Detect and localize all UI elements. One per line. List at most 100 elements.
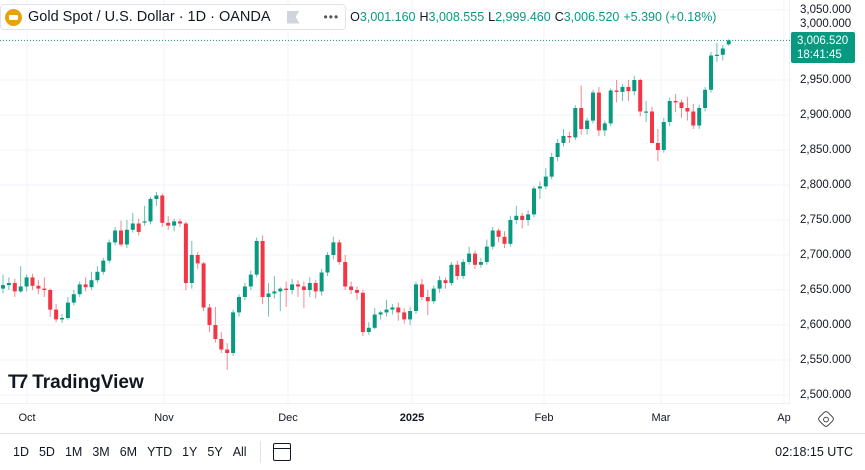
range-button-1m[interactable]: 1M (64, 445, 83, 459)
candle-body (585, 120, 590, 129)
candle (667, 97, 672, 127)
candle (673, 94, 678, 113)
candle-body (355, 290, 359, 293)
candle-body (154, 195, 159, 199)
range-button-ytd[interactable]: YTD (147, 445, 173, 459)
range-button-3m[interactable]: 3M (92, 445, 110, 459)
candle (272, 276, 277, 299)
range-button-6m[interactable]: 6M (119, 445, 138, 459)
candle (419, 278, 424, 300)
candle (284, 281, 289, 307)
candle (626, 80, 631, 101)
candle-body (402, 312, 407, 320)
range-button-5y[interactable]: 5Y (207, 445, 223, 459)
candle-body (136, 223, 141, 232)
candle-body (278, 288, 283, 292)
candle-body (526, 214, 531, 220)
price-tick-label: 3,050.000 (800, 4, 852, 16)
time-tick-label: 2025 (399, 412, 425, 424)
candle-body (425, 297, 430, 302)
candle (526, 210, 531, 226)
candle (237, 294, 241, 317)
candle-body (437, 280, 442, 289)
candle-body (77, 284, 82, 295)
candle-body (325, 255, 330, 273)
candle-body (225, 349, 230, 353)
candle-body (449, 264, 454, 283)
candle (48, 288, 53, 317)
candle (461, 259, 466, 279)
candle (573, 105, 578, 141)
candle (166, 215, 171, 230)
time-axis[interactable]: Oct Nov Dec 2025 Feb Mar Ap (0, 404, 865, 432)
candle-body (614, 90, 619, 92)
go-to-date-calendar-icon[interactable] (272, 443, 291, 461)
price-tick-label: 2,650.000 (800, 284, 852, 296)
candle-body (467, 253, 472, 262)
more-options-icon[interactable]: ••• (323, 10, 340, 24)
candle (620, 84, 625, 101)
candle-body (632, 80, 637, 92)
candle (443, 277, 448, 289)
candle (596, 87, 601, 136)
candle-body (89, 280, 94, 288)
candlestick-chart[interactable] (0, 0, 790, 404)
tradingview-logo-text: TradingView (32, 372, 144, 393)
candle (437, 276, 442, 293)
candle (189, 241, 194, 289)
candle-body (24, 277, 29, 287)
candle (508, 215, 513, 247)
candle-body (366, 327, 371, 332)
candle (331, 236, 336, 260)
range-button-1y[interactable]: 1Y (182, 445, 198, 459)
ohlc-close: C3,006.520 (554, 10, 620, 24)
candle (579, 85, 584, 135)
candle (313, 280, 318, 299)
candle-body (579, 108, 584, 129)
candle-body (319, 272, 324, 292)
candle (608, 88, 613, 127)
candle (502, 231, 507, 248)
flag-icon[interactable] (286, 10, 300, 24)
candle (478, 257, 483, 268)
candle (384, 299, 389, 317)
candle (408, 306, 413, 325)
price-axis[interactable]: 2,500.000 2,550.000 2,600.000 2,650.000 2,70… (790, 0, 865, 404)
candle (89, 271, 94, 290)
bar-countdown: 18:41:45 (797, 49, 842, 61)
price-tick-label: 2,500.000 (800, 389, 852, 401)
candle-body (431, 288, 436, 302)
candle-body (65, 302, 70, 318)
candle (496, 228, 501, 243)
candle-body (12, 283, 17, 292)
bottom-toolbar: 1D 5D 1M 3M 6M YTD 1Y 5Y All 02:18:15 UTC (0, 433, 865, 470)
candle (431, 285, 436, 304)
candle-body (166, 222, 171, 226)
clock[interactable]: 02:18:15 UTC (775, 445, 853, 459)
candle-body (124, 229, 129, 245)
candle-body (726, 40, 731, 45)
range-button-1d[interactable]: 1D (13, 445, 29, 459)
candle-body (455, 264, 460, 276)
candle-body (343, 262, 348, 287)
candle (207, 304, 212, 332)
candle (632, 75, 637, 96)
candle-body (266, 293, 271, 297)
price-tick-label: 2,950.000 (800, 74, 852, 86)
last-price-tag: 3,006.520 18:41:45 (791, 32, 855, 63)
candle-body (172, 221, 177, 226)
candle (726, 39, 731, 46)
candle (449, 262, 454, 286)
settings-icon[interactable] (816, 409, 836, 429)
candle-body (178, 221, 182, 224)
candle-body (83, 284, 88, 288)
candle-body (461, 262, 466, 276)
candle (697, 104, 702, 129)
candle (278, 287, 283, 311)
range-button-5d[interactable]: 5D (38, 445, 55, 459)
symbol-title-box[interactable]: Gold Spot / U.S. Dollar · 1D · OANDA ••• (0, 4, 347, 30)
time-tick-label: Nov (154, 412, 174, 424)
candle-body (142, 221, 147, 223)
range-button-all[interactable]: All (232, 445, 247, 459)
candle (18, 266, 23, 293)
